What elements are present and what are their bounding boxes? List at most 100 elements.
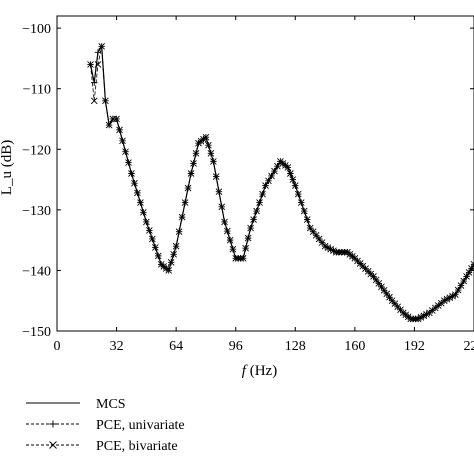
y-tick-label: −130 xyxy=(22,204,51,219)
data-point xyxy=(140,208,147,216)
data-point xyxy=(229,245,237,253)
series-pce-bivariate xyxy=(87,42,474,323)
data-point xyxy=(143,218,150,226)
data-point xyxy=(105,121,113,129)
data-point xyxy=(181,199,189,206)
data-point xyxy=(131,179,138,187)
data-point xyxy=(284,164,292,171)
series-mcs xyxy=(89,44,474,320)
data-point xyxy=(151,244,159,251)
data-point xyxy=(239,254,247,262)
data-point xyxy=(237,254,244,262)
data-point xyxy=(383,290,391,298)
data-point xyxy=(470,261,474,268)
legend-swatch-marker xyxy=(49,441,57,449)
x-tick-label: 64 xyxy=(169,339,183,354)
data-point xyxy=(309,228,317,235)
data-point xyxy=(87,61,94,68)
data-point xyxy=(287,170,294,177)
y-tick-label: −140 xyxy=(22,264,51,279)
data-point xyxy=(210,158,217,165)
data-point xyxy=(250,216,257,223)
data-point xyxy=(119,137,126,145)
data-point xyxy=(122,148,129,156)
data-point xyxy=(315,235,323,243)
legend-swatch-marker xyxy=(49,420,57,428)
data-point xyxy=(247,224,254,232)
data-point xyxy=(454,286,462,294)
data-point xyxy=(165,267,173,274)
series-line xyxy=(90,46,474,320)
data-point xyxy=(335,248,343,256)
legend: MCS PCE, univariate PCE, bivariate xyxy=(26,397,185,454)
data-point xyxy=(98,42,105,50)
data-point xyxy=(294,190,302,198)
data-point xyxy=(170,250,177,258)
data-point xyxy=(300,207,308,215)
data-point xyxy=(224,227,231,235)
data-point xyxy=(289,176,297,183)
x-tick-label: 192 xyxy=(404,339,425,354)
data-point xyxy=(372,276,380,284)
data-point xyxy=(380,287,388,294)
x-axis-label: f (Hz) xyxy=(242,363,277,379)
data-point xyxy=(338,248,346,256)
axes-frame xyxy=(56,15,474,332)
y-tick-label: −120 xyxy=(22,143,51,158)
data-point xyxy=(146,227,153,234)
series-layer xyxy=(87,42,474,323)
data-point xyxy=(452,291,459,298)
data-point xyxy=(460,277,468,285)
x-tick-label: 160 xyxy=(344,339,365,354)
series-line xyxy=(90,45,474,320)
y-tick-label: −100 xyxy=(22,22,51,37)
data-point xyxy=(386,293,393,301)
series-pce-univariate xyxy=(87,43,474,323)
data-point xyxy=(268,172,275,180)
data-point xyxy=(102,97,109,105)
data-point xyxy=(221,218,228,226)
data-point xyxy=(187,170,195,177)
data-point xyxy=(407,315,415,323)
x-tick-label: 224 xyxy=(464,339,474,354)
x-axis-label-variable: f xyxy=(242,363,248,379)
data-point xyxy=(341,248,348,256)
data-point xyxy=(297,199,305,206)
data-point xyxy=(242,244,249,252)
data-point xyxy=(90,97,98,105)
y-axis-label-group: L_u (dB) xyxy=(0,140,15,195)
data-point xyxy=(291,182,299,189)
data-point xyxy=(178,213,186,221)
data-point xyxy=(205,141,212,149)
data-point xyxy=(457,282,465,289)
x-tick-label: 0 xyxy=(54,339,61,354)
x-tick-label: 128 xyxy=(285,339,306,354)
data-point xyxy=(128,170,135,177)
data-point xyxy=(274,162,281,170)
data-point xyxy=(253,207,260,215)
y-tick-label: −110 xyxy=(23,83,51,98)
data-point xyxy=(116,126,123,134)
data-point xyxy=(190,160,197,167)
data-point xyxy=(137,199,144,206)
data-point xyxy=(271,167,278,175)
data-point xyxy=(192,149,200,157)
plot-area: 0 32 64 96 128 160 192 224 −150 −140 −130 −120 −110 −… xyxy=(22,15,474,354)
data-point xyxy=(113,115,120,123)
data-point xyxy=(244,234,252,242)
data-point xyxy=(175,228,183,235)
data-point xyxy=(332,248,340,256)
data-point xyxy=(262,182,269,189)
y-tick-label: −150 xyxy=(22,325,51,340)
data-point xyxy=(306,224,314,232)
data-point xyxy=(215,188,223,195)
data-point xyxy=(303,216,311,223)
legend-label: PCE, univariate xyxy=(96,418,185,433)
y-axis-label: L_u (dB) xyxy=(0,140,15,195)
data-point xyxy=(154,252,162,260)
data-point xyxy=(318,239,326,246)
data-point xyxy=(234,254,242,262)
data-point xyxy=(202,133,210,141)
data-point xyxy=(265,177,272,185)
